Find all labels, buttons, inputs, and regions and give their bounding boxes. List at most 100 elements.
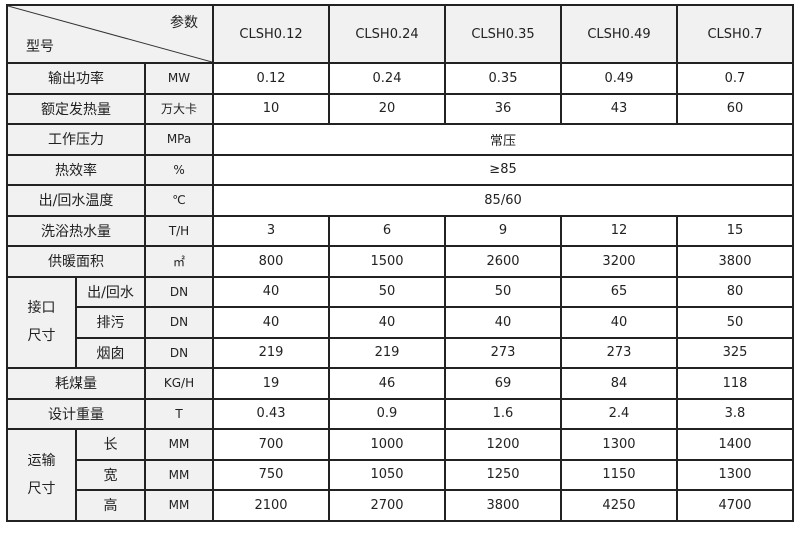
row-label: 供暖面积 [6, 245, 146, 278]
value-cell: 12 [559, 214, 678, 247]
value-cell: 50 [328, 275, 446, 308]
value-cell: 0.12 [212, 62, 331, 95]
row-label: 热效率 [6, 153, 146, 186]
model-header: CLSH0.12 [212, 4, 331, 64]
row-label: 长 [75, 428, 146, 461]
value-cell: 6 [328, 214, 446, 247]
model-label: 型号 [26, 39, 54, 55]
value-cell: 2.4 [559, 397, 678, 430]
value-cell: 0.24 [328, 62, 446, 95]
value-cell: 50 [675, 306, 795, 339]
value-cell: 65 [559, 275, 678, 308]
table-row: 运输 尺寸长 MM 700 1000 1200 1300 1400 [6, 428, 795, 522]
table-row: 热效率% ≥85 [6, 153, 794, 186]
unit-cell: T [143, 397, 215, 430]
value-cell: 1300 [559, 428, 678, 461]
diagonal-line [8, 6, 213, 62]
value-cell: 40 [328, 306, 446, 339]
value-cell: 2700 [328, 489, 446, 522]
row-label: 工作压力 [6, 123, 146, 156]
value-cell: 1000 [328, 428, 446, 461]
value-cell: 43 [559, 92, 678, 125]
unit-cell: DN [143, 337, 215, 369]
row-label: 宽 [75, 459, 146, 491]
unit-cell: ㎡ [143, 245, 215, 278]
spec-table-body: 参数 型号 CLSH0.12 CLSH0.24 CLSH0.35 CLSH0.4… [5, 4, 795, 522]
row-label: 耗煤量 [6, 367, 146, 400]
unit-cell: MW [143, 62, 215, 95]
table-row: 接口 尺寸 出/回水 DN 40 50 50 65 80 [6, 275, 795, 369]
group-label: 运输 尺寸 [6, 428, 77, 522]
unit-cell: MM [143, 428, 215, 461]
value-cell: 800 [212, 245, 331, 278]
table-row: 出/回水温度 ℃ 85/60 [6, 184, 794, 217]
table-row: 耗煤量 KG/H 19 46 69 84 118 [6, 367, 795, 400]
row-label: 输出功率 [6, 62, 146, 95]
value-cell: 40 [212, 306, 331, 339]
value-cell: 2100 [212, 489, 331, 522]
value-cell: 40 [444, 306, 562, 339]
value-cell: 325 [675, 337, 795, 369]
header-row: 参数 型号 CLSH0.12 CLSH0.24 CLSH0.35 CLSH0.4… [5, 4, 795, 64]
unit-cell: MPa [143, 123, 215, 156]
value-cell: 60 [675, 92, 795, 125]
table-row: 烟囱 DN 219 219 273 273 325 [7, 337, 795, 369]
model-header: CLSH0.35 [444, 4, 562, 64]
value-cell: 1200 [444, 428, 562, 461]
value-cell: 0.35 [444, 62, 562, 95]
unit-cell: DN [143, 306, 215, 339]
value-cell: 1250 [444, 459, 562, 491]
corner-cell: 参数 型号 [5, 4, 215, 64]
unit-cell: ℃ [143, 184, 215, 217]
row-label: 出/回水温度 [6, 184, 146, 217]
row-label: 洗浴热水量 [6, 214, 146, 247]
value-cell: 1150 [559, 459, 678, 491]
row-label: 烟囱 [75, 337, 146, 369]
value-cell: 273 [559, 337, 678, 369]
value-cell: 69 [444, 367, 562, 400]
unit-cell: % [143, 153, 215, 186]
value-cell: 20 [328, 92, 446, 125]
row-label: 高 [75, 489, 146, 522]
value-cell: 1500 [328, 245, 446, 278]
value-cell: 118 [675, 367, 795, 400]
unit-cell: MM [143, 459, 215, 491]
table-row: 工作压力 MPa 常压 [6, 123, 794, 156]
value-cell: 19 [212, 367, 331, 400]
value-cell: 273 [444, 337, 562, 369]
value-cell: 3800 [444, 489, 562, 522]
value-cell: 700 [212, 428, 331, 461]
model-header: CLSH0.7 [675, 4, 795, 64]
value-cell: 1.6 [444, 397, 562, 430]
row-label: 出/回水 [75, 275, 146, 308]
value-cell: 219 [328, 337, 446, 369]
table-row: 额定发热量 万大卡 10 20 36 43 60 [6, 92, 795, 125]
value-cell: 0.7 [675, 62, 795, 95]
value-cell: 1050 [328, 459, 446, 491]
row-label: 设计重量 [6, 397, 146, 430]
value-cell: 2600 [444, 245, 562, 278]
spec-table: 参数 型号 CLSH0.12 CLSH0.24 CLSH0.35 CLSH0.4… [5, 4, 795, 522]
value-cell: 0.43 [212, 397, 331, 430]
value-cell: 80 [675, 275, 795, 308]
value-cell: 4250 [559, 489, 678, 522]
value-cell: 750 [212, 459, 331, 491]
value-cell: 4700 [675, 489, 795, 522]
value-cell: 0.9 [328, 397, 446, 430]
unit-cell: T/H [143, 214, 215, 247]
table-row: 高 MM 2100 2700 3800 4250 4700 [7, 489, 795, 522]
merged-value-cell: 常压 [212, 123, 794, 156]
table-row: 排污 DN 40 40 40 40 50 [7, 306, 795, 339]
group-label: 接口 尺寸 [6, 275, 77, 369]
table-row: 输出功率 MW 0.12 0.24 0.35 0.49 0.7 [6, 62, 795, 95]
value-cell: 3800 [675, 245, 795, 278]
value-cell: 40 [212, 275, 331, 308]
value-cell: 10 [212, 92, 331, 125]
unit-cell: DN [143, 275, 215, 308]
row-label: 排污 [75, 306, 146, 339]
unit-cell: 万大卡 [143, 92, 215, 125]
param-label: 参数 [170, 15, 199, 31]
row-label: 额定发热量 [6, 92, 146, 125]
value-cell: 15 [675, 214, 795, 247]
